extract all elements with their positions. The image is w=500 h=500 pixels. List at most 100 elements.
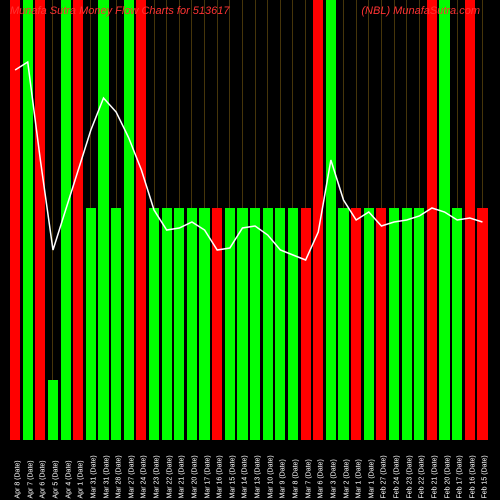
- volume-bar: [111, 208, 121, 440]
- volume-bar: [86, 208, 96, 440]
- grid-line: [419, 0, 420, 208]
- grid-line: [394, 0, 395, 208]
- plot-area: [10, 0, 490, 440]
- volume-bar: [364, 208, 374, 440]
- x-tick-label: Mar 15 (Date): [229, 455, 236, 498]
- x-tick-label: Apr 4 (Date): [65, 460, 72, 498]
- grid-line: [229, 0, 230, 208]
- x-tick-label: Mar 22 (Date): [166, 455, 173, 498]
- x-tick-label: Feb 15 (Date): [482, 455, 489, 498]
- volume-bar: [477, 208, 487, 440]
- volume-bar: [174, 208, 184, 440]
- chart-title-left: Munafa Sutra Money Flow Charts for 51361…: [10, 5, 230, 17]
- grid-line: [191, 0, 192, 208]
- x-tick-label: Mar 1 (Date): [368, 459, 375, 498]
- volume-bar: [35, 0, 45, 440]
- volume-bar: [187, 208, 197, 440]
- x-tick-label: Mar 6 (Date): [318, 459, 325, 498]
- x-tick-label: Mar 10 (Date): [267, 455, 274, 498]
- x-tick-label: Apr 1 (Date): [78, 460, 85, 498]
- grid-line: [280, 0, 281, 208]
- x-tick-label: Mar 27 (Date): [128, 455, 135, 498]
- x-tick-label: Mar 1 (Date): [356, 459, 363, 498]
- volume-bar: [149, 208, 159, 440]
- x-tick-label: Mar 17 (Date): [204, 455, 211, 498]
- volume-bar: [301, 208, 311, 440]
- grid-line: [381, 0, 382, 208]
- grid-line: [267, 0, 268, 208]
- x-tick-label: Feb 17 (Date): [457, 455, 464, 498]
- volume-bar: [237, 208, 247, 440]
- volume-bar: [263, 208, 273, 440]
- grid-line: [482, 0, 483, 208]
- x-tick-label: Mar 28 (Date): [116, 455, 123, 498]
- volume-bar: [427, 0, 437, 440]
- x-tick-label: Apr 5 (Date): [52, 460, 59, 498]
- grid-line: [204, 0, 205, 208]
- volume-bar: [465, 0, 475, 440]
- grid-line: [305, 0, 306, 208]
- grid-line: [292, 0, 293, 208]
- x-tick-label: Mar 23 (Date): [154, 455, 161, 498]
- x-tick-label: Feb 27 (Date): [381, 455, 388, 498]
- grid-line: [368, 0, 369, 208]
- volume-bar: [351, 208, 361, 440]
- x-tick-label: Feb 20 (Date): [444, 455, 451, 498]
- grid-line: [154, 0, 155, 208]
- x-tick-label: Mar 2 (Date): [343, 459, 350, 498]
- grid-line: [90, 0, 91, 208]
- x-tick-label: Apr 7 (Date): [27, 460, 34, 498]
- volume-bar: [313, 0, 323, 440]
- grid-line: [52, 0, 53, 380]
- x-tick-label: Mar 8 (Date): [292, 459, 299, 498]
- volume-bar: [376, 208, 386, 440]
- grid-line: [406, 0, 407, 208]
- x-tick-label: Mar 13 (Date): [255, 455, 262, 498]
- money-flow-chart: Munafa Sutra Money Flow Charts for 51361…: [0, 0, 500, 500]
- volume-bar: [414, 208, 424, 440]
- x-tick-label: Mar 7 (Date): [305, 459, 312, 498]
- volume-bar: [439, 0, 449, 440]
- grid-line: [166, 0, 167, 208]
- x-tick-label: Apr 6 (Date): [40, 460, 47, 498]
- volume-bar: [136, 0, 146, 440]
- volume-bar: [73, 0, 83, 440]
- x-tick-label: Feb 16 (Date): [469, 455, 476, 498]
- grid-line: [343, 0, 344, 208]
- x-tick-label: Mar 20 (Date): [191, 455, 198, 498]
- volume-bar: [48, 380, 58, 440]
- volume-bar: [389, 208, 399, 440]
- grid-line: [116, 0, 117, 208]
- x-tick-label: Feb 21 (Date): [431, 455, 438, 498]
- x-tick-label: Apr 8 (Date): [15, 460, 22, 498]
- x-tick-label: Mar 31 (Date): [90, 455, 97, 498]
- x-tick-label: Feb 22 (Date): [419, 455, 426, 498]
- volume-bar: [275, 208, 285, 440]
- x-axis-labels: Apr 8 (Date) Apr 7 (Date) Apr 6 (Date) Apr …: [10, 440, 490, 500]
- volume-bar: [98, 0, 108, 440]
- grid-line: [179, 0, 180, 208]
- volume-bar: [124, 0, 134, 440]
- volume-bar: [10, 0, 20, 440]
- volume-bar: [162, 208, 172, 440]
- volume-bar: [452, 208, 462, 440]
- grid-line: [356, 0, 357, 208]
- volume-bar: [402, 208, 412, 440]
- volume-bar: [225, 208, 235, 440]
- grid-line: [457, 0, 458, 208]
- x-tick-label: Mar 9 (Date): [280, 459, 287, 498]
- x-tick-label: Feb 23 (Date): [406, 455, 413, 498]
- volume-bar: [23, 0, 33, 440]
- x-tick-label: Feb 24 (Date): [394, 455, 401, 498]
- grid-line: [242, 0, 243, 208]
- chart-title-right: (NBL) MunafaSutra.com: [361, 5, 480, 17]
- x-tick-label: Mar 21 (Date): [179, 455, 186, 498]
- volume-bar: [199, 208, 209, 440]
- x-tick-label: Mar 16 (Date): [217, 455, 224, 498]
- grid-line: [255, 0, 256, 208]
- volume-bar: [212, 208, 222, 440]
- volume-bar: [288, 208, 298, 440]
- x-tick-label: Mar 14 (Date): [242, 455, 249, 498]
- volume-bar: [326, 0, 336, 440]
- grid-line: [217, 0, 218, 208]
